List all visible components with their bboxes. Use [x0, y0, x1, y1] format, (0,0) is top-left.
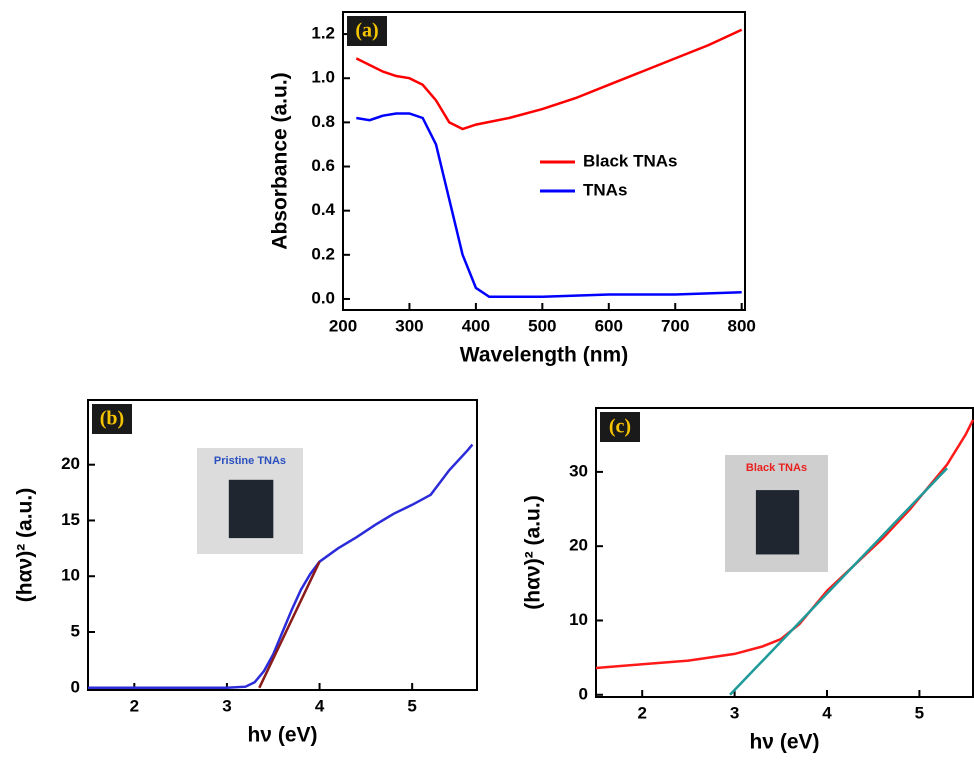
- y-tick-label: 0.0: [311, 288, 335, 307]
- x-tick-label: 4: [822, 703, 832, 722]
- x-tick-label: 300: [395, 316, 423, 335]
- y-axis-label: (hαν)² (a.u.): [14, 488, 37, 602]
- y-tick-label: 15: [61, 510, 80, 529]
- y-tick-label: 10: [569, 610, 588, 629]
- data-line: [356, 114, 741, 297]
- x-tick-label: 3: [730, 703, 739, 722]
- y-tick-label: 10: [61, 566, 80, 585]
- y-tick-label: 0.8: [311, 112, 335, 131]
- y-tick-label: 0.6: [311, 156, 335, 175]
- x-axis-label: Wavelength (nm): [460, 344, 628, 367]
- legend-label: TNAs: [583, 180, 627, 199]
- x-tick-label: 400: [462, 316, 490, 335]
- panel-label: (c): [609, 416, 631, 438]
- x-tick-label: 2: [130, 696, 139, 715]
- x-axis-label: hν (eV): [749, 731, 819, 754]
- x-tick-label: 200: [329, 316, 357, 335]
- x-tick-label: 600: [595, 316, 623, 335]
- panel-label: (b): [100, 408, 124, 430]
- y-tick-label: 20: [61, 454, 80, 473]
- x-tick-label: 5: [915, 703, 924, 722]
- y-tick-label: 1.0: [311, 68, 335, 87]
- x-tick-label: 5: [407, 696, 416, 715]
- x-tick-label: 3: [222, 696, 231, 715]
- y-tick-label: 20: [569, 536, 588, 555]
- panel-label: (a): [355, 20, 378, 42]
- y-tick-label: 0: [579, 684, 588, 703]
- page: {"chart_data":[ {"type":"line","panel_la…: [0, 0, 974, 763]
- inset-label: Black TNAs: [746, 462, 807, 474]
- inset-sample: [756, 490, 799, 554]
- y-tick-label: 5: [71, 621, 80, 640]
- inset-label: Pristine TNAs: [214, 455, 286, 467]
- x-tick-label: 4: [315, 696, 325, 715]
- figure: 2003004005006007008000.00.20.40.60.81.01…: [0, 0, 974, 758]
- inset-sample: [229, 480, 274, 538]
- y-tick-label: 30: [569, 461, 588, 480]
- y-axis-label: (hαν)² (a.u.): [522, 495, 545, 609]
- y-axis-label: Absorbance (a.u.): [269, 72, 292, 249]
- x-axis-label: hν (eV): [247, 724, 317, 747]
- x-tick-label: 800: [727, 316, 755, 335]
- data-line: [259, 562, 319, 688]
- y-tick-label: 0: [71, 677, 80, 696]
- x-tick-label: 500: [528, 316, 556, 335]
- y-tick-label: 0.4: [311, 200, 335, 219]
- y-tick-label: 1.2: [311, 24, 335, 43]
- x-tick-label: 700: [661, 316, 689, 335]
- legend-label: Black TNAs: [583, 151, 677, 170]
- y-tick-label: 0.2: [311, 244, 335, 263]
- x-tick-label: 2: [637, 703, 646, 722]
